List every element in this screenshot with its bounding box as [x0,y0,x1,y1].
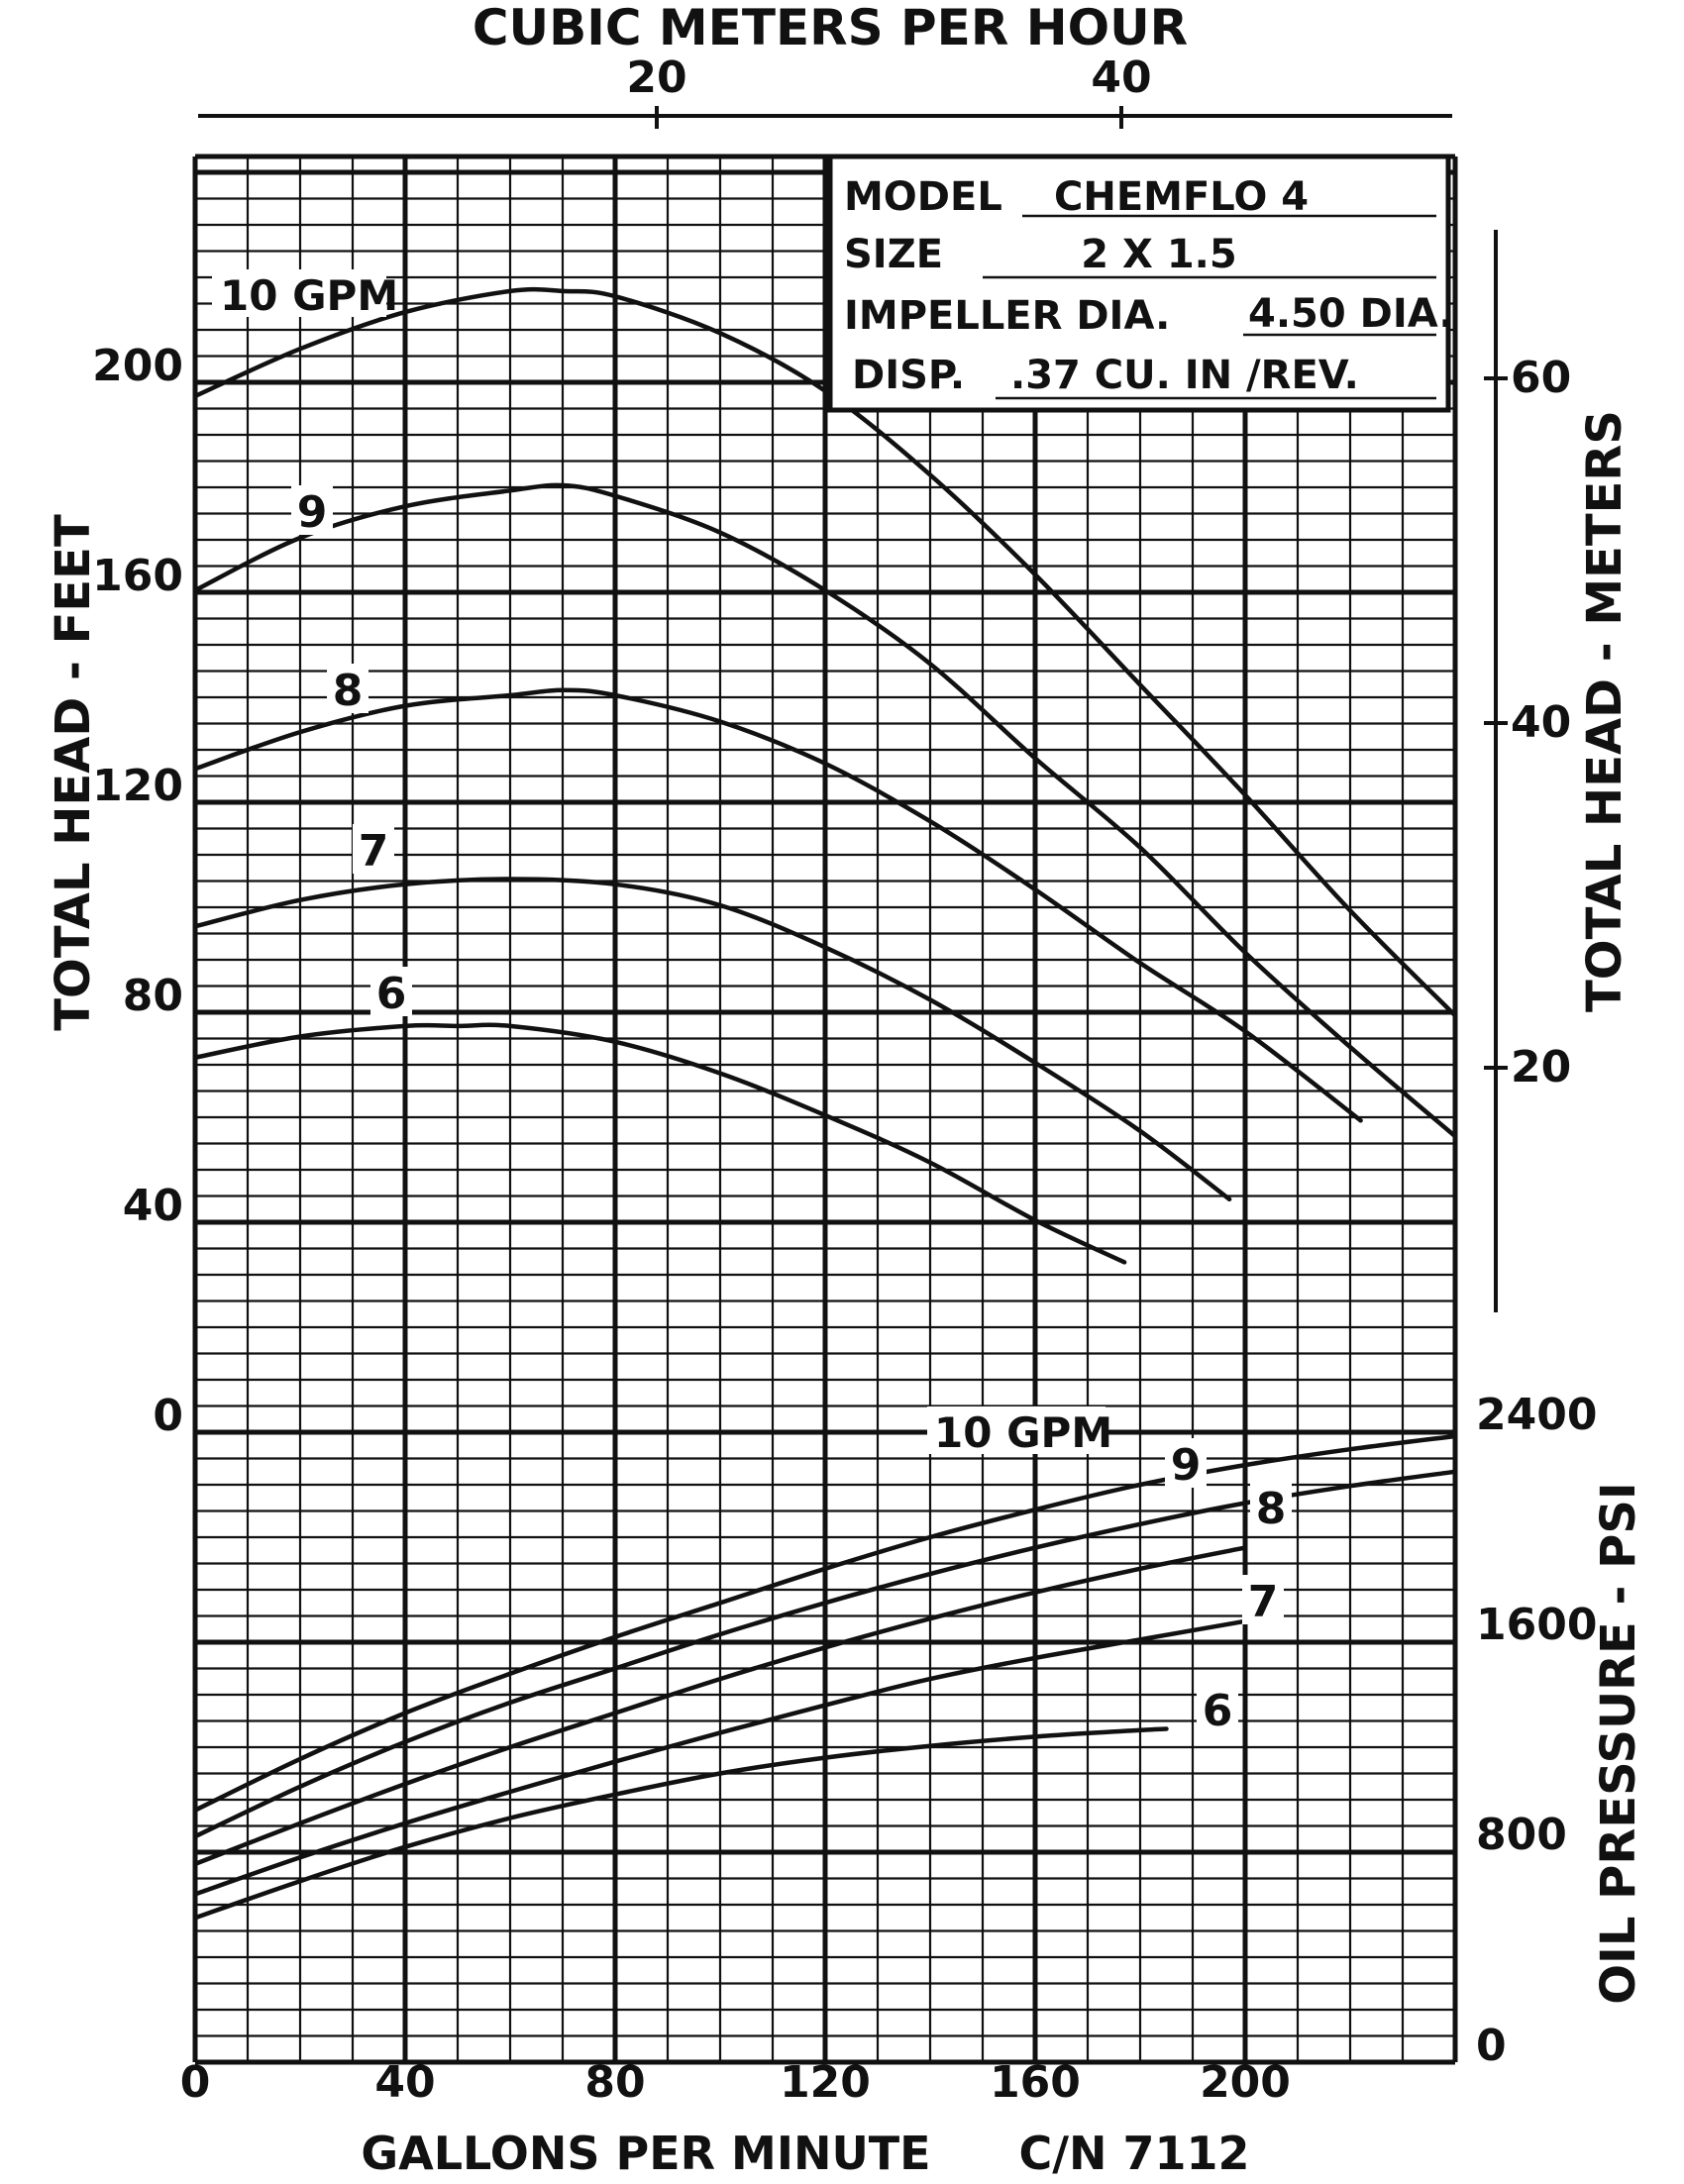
left-axis: 200 160 120 80 40 0 TOTAL HEAD - FEET [46,341,183,1441]
x-tick-label-120: 120 [780,2057,871,2108]
head-label-7: 7 [359,826,389,877]
info-disp-value: .37 CU. IN /REV. [1010,353,1359,398]
psi-label-bg-10 [927,1406,1105,1454]
left-tick-label-200: 200 [92,341,183,391]
x-axis-title: GALLONS PER MINUTE [361,2127,930,2179]
top-axis-tick-label-20: 20 [626,52,686,103]
left-tick-label-160: 160 [92,551,183,601]
psi-label-bg-9 [1165,1438,1207,1488]
info-impeller-value: 4.50 DIA. [1248,291,1454,337]
left-tick-label-0: 0 [153,1391,183,1441]
info-disp-label: DISP. [852,353,965,398]
left-tick-label-120: 120 [92,761,183,811]
psi-label-bg-6 [1197,1684,1238,1733]
info-model-label: MODEL [844,174,1002,220]
head-label-bg-10 [212,269,386,317]
head-curve-6 [192,1022,1127,1265]
head-label-bg-8 [327,664,368,713]
x-tick-label-200: 200 [1200,2057,1291,2108]
right-head-tick-label-40: 40 [1511,697,1571,748]
pressure-curve-7 [192,1618,1248,1897]
psi-label-9: 9 [1171,1440,1202,1491]
psi-label-8: 8 [1256,1484,1287,1534]
pressure-curve-9 [192,1469,1458,1839]
psi-label-6: 6 [1203,1686,1233,1736]
grid [192,154,1458,2065]
psi-tick-label-800: 800 [1476,1810,1567,1860]
psi-tick-label-2400: 2400 [1476,1390,1597,1440]
x-tick-label-40: 40 [374,2057,435,2108]
right-head-axis: 60 40 20 TOTAL HEAD - METERS [1484,230,1632,1312]
pressure-curve-10-gpm [192,1433,1458,1813]
head-curve-7 [192,877,1232,1202]
right-psi-axis: 2400 1600 800 0 OIL PRESSURE - PSI [1476,1390,1646,2071]
head-label-bg-7 [353,824,394,874]
psi-label-bg-7 [1242,1575,1284,1624]
info-impeller-label: IMPELLER DIA. [844,293,1170,339]
left-tick-label-80: 80 [123,971,183,1021]
head-label-10gpm: 10 GPM [220,271,398,320]
right-head-tick-label-20: 20 [1511,1042,1571,1092]
info-model-value: CHEMFLO 4 [1054,174,1309,220]
info-size-value: 2 X 1.5 [1081,232,1236,277]
x-tick-label-80: 80 [584,2057,645,2108]
pressure-curve-8 [192,1545,1248,1867]
top-axis: CUBIC METERS PER HOUR 20 40 [198,0,1452,129]
info-size-label: SIZE [844,232,943,277]
head-curve-9 [192,482,1458,1139]
psi-tick-label-0: 0 [1476,2021,1507,2071]
psi-label-bg-8 [1250,1482,1292,1531]
right-head-tick-label-60: 60 [1511,353,1571,403]
curve-labels: 10 GPM 9 8 7 6 10 GPM 9 8 7 6 [212,269,1292,1736]
head-label-9: 9 [297,487,328,538]
info-box-background [827,154,1451,413]
left-axis-title: TOTAL HEAD - FEET [46,514,101,1031]
head-label-bg-9 [291,485,333,535]
top-axis-title: CUBIC METERS PER HOUR [473,0,1188,56]
left-tick-label-40: 40 [123,1181,183,1231]
x-tick-label-160: 160 [990,2057,1081,2108]
psi-label-10gpm: 10 GPM [934,1408,1112,1457]
bottom-axis: 0 40 80 120 160 200 GALLONS PER MINUTE C… [180,2057,1291,2180]
right-head-axis-title: TOTAL HEAD - METERS [1577,410,1632,1012]
x-tick-label-0: 0 [180,2057,211,2108]
head-label-6: 6 [376,969,407,1019]
right-psi-axis-title: OIL PRESSURE - PSI [1591,1482,1646,2005]
head-curve-8 [192,687,1363,1123]
info-box: MODEL CHEMFLO 4 SIZE 2 X 1.5 IMPELLER DI… [827,154,1454,413]
head-label-bg-6 [370,967,412,1016]
top-axis-tick-label-40: 40 [1091,52,1151,103]
psi-label-7: 7 [1248,1577,1279,1627]
psi-tick-label-1600: 1600 [1476,1600,1597,1650]
catalog-number: C/N 7112 [1018,2127,1249,2179]
pressure-curve-6 [192,1726,1169,1921]
head-label-8: 8 [333,666,364,716]
